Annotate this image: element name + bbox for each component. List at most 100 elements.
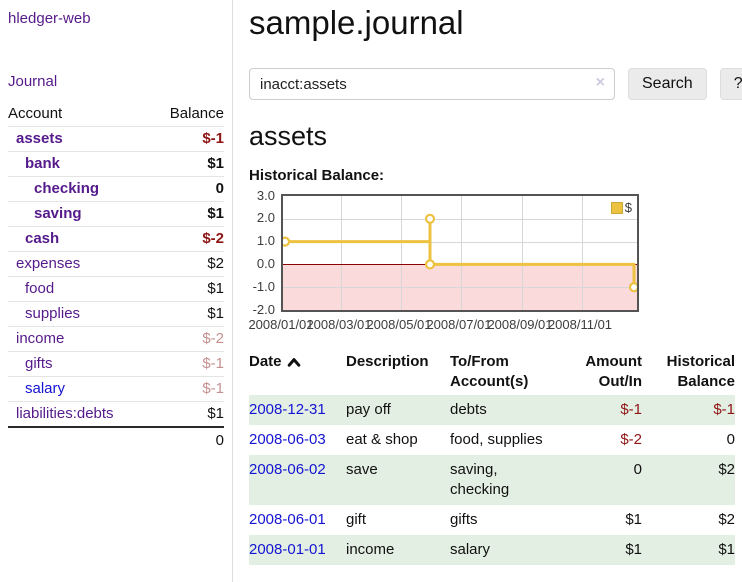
account-row-food: food $1 (8, 276, 224, 302)
account-balance: 0 (150, 176, 224, 202)
account-link-expenses[interactable]: expenses (16, 255, 81, 272)
account-link-gifts[interactable]: gifts (25, 355, 53, 372)
x-tick-label: 2008/09/01 (487, 317, 553, 332)
transaction-balance: $2 (718, 511, 735, 528)
account-balance: $-2 (150, 226, 224, 252)
col-accounts: To/From Account(s) (450, 353, 529, 390)
account-link-cash[interactable]: cash (25, 230, 60, 247)
accounts-col-balance: Balance (169, 105, 224, 122)
transaction-accounts: gifts (450, 511, 478, 528)
y-tick-label: 2.0 (256, 210, 275, 225)
account-heading: assets (249, 121, 328, 151)
gridline-v (522, 196, 523, 310)
transaction-amount: 0 (633, 461, 642, 478)
transaction-row: 2008-01-01 income salary $1 $1 (249, 535, 735, 565)
app-title-link[interactable]: hledger-web (8, 10, 91, 27)
account-row-cash: cash $-2 (8, 226, 224, 252)
search-form: × Search ? (249, 68, 742, 100)
account-link-salary[interactable]: salary (25, 380, 66, 397)
y-tick-label: -1.0 (252, 279, 275, 294)
search-input[interactable] (249, 68, 615, 100)
col-date[interactable]: Date (249, 348, 346, 395)
account-row-income: income $-2 (8, 326, 224, 352)
x-tick-label: 2008/11/01 (547, 317, 613, 332)
gridline-h (283, 219, 637, 220)
transaction-amount: $-2 (620, 431, 642, 448)
account-row-checking: checking 0 (8, 176, 224, 202)
transaction-description: gift (346, 511, 367, 528)
search-button[interactable]: Search (628, 68, 707, 100)
account-balance: $1 (150, 151, 224, 177)
y-tick-label: 0.0 (256, 256, 275, 271)
transaction-balance: $1 (718, 541, 735, 558)
chart-plot-area: $ (281, 194, 639, 312)
account-balance: $1 (150, 276, 224, 302)
transaction-balance: $-1 (713, 401, 735, 418)
transaction-accounts: food, supplies (450, 431, 543, 448)
chart-title: Historical Balance: (249, 167, 385, 184)
x-tick-label: 2008/03/01 (306, 317, 372, 332)
clear-search-icon[interactable]: × (595, 74, 605, 91)
gridline-v (461, 196, 462, 310)
transaction-row: 2008-06-01 gift gifts $1 $2 (249, 505, 735, 535)
account-link-liabilities-debts[interactable]: liabilities:debts (16, 405, 114, 422)
transaction-description: save (346, 461, 378, 478)
page-title: sample.journal (249, 4, 464, 41)
accounts-total-balance: 0 (150, 426, 224, 454)
col-amount: Amount Out/In (585, 353, 642, 390)
data-point-marker (424, 259, 436, 270)
balance-series-line (283, 213, 637, 293)
y-tick-label: 1.0 (256, 233, 275, 248)
gridline-v (401, 196, 402, 310)
account-link-food[interactable]: food (25, 280, 55, 297)
transaction-accounts: saving, checking (450, 461, 510, 498)
chart-legend: $ (608, 199, 634, 216)
transaction-row: 2008-06-03 eat & shop food, supplies $-2… (249, 425, 735, 455)
register-table: Date Description To/From Account(s) Amou… (249, 348, 735, 565)
legend-swatch-icon (610, 201, 623, 214)
account-balance: $-1 (150, 351, 224, 377)
account-link-checking[interactable]: checking (34, 180, 100, 197)
transaction-accounts: debts (450, 401, 487, 418)
transaction-date-link[interactable]: 2008-01-01 (249, 541, 326, 558)
transaction-row: 2008-06-02 save saving, checking 0 $2 (249, 455, 735, 505)
account-balance: $1 (150, 401, 224, 427)
account-link-supplies[interactable]: supplies (25, 305, 81, 322)
transaction-row: 2008-12-31 pay off debts $-1 $-1 (249, 395, 735, 425)
x-tick-label: 2008/05/01 (366, 317, 432, 332)
transaction-description: eat & shop (346, 431, 418, 448)
historical-balance-chart: 3.0 2.0 1.0 0.0 -1.0 -2.0 (248, 188, 643, 334)
transaction-date-link[interactable]: 2008-06-01 (249, 511, 326, 528)
search-box: × (249, 68, 615, 100)
account-balance: $-1 (150, 376, 224, 402)
data-point-marker (424, 213, 436, 224)
main-content: sample.journal × Search ? assets Histori… (233, 0, 742, 582)
accounts-table: Account Balance assets $-1 bank $1 check… (8, 100, 224, 454)
account-link-saving[interactable]: saving (34, 205, 82, 222)
account-balance: $1 (150, 301, 224, 327)
transaction-date-link[interactable]: 2008-12-31 (249, 401, 326, 418)
account-row-expenses: expenses $2 (8, 251, 224, 277)
transaction-amount: $1 (625, 541, 642, 558)
account-link-assets[interactable]: assets (16, 130, 63, 147)
gridline-v (582, 196, 583, 310)
accounts-total-row: 0 (8, 426, 224, 454)
sort-asc-icon (287, 358, 300, 367)
account-row-assets: assets $-1 (8, 126, 224, 152)
y-tick-label: 3.0 (256, 188, 275, 203)
account-row-bank: bank $1 (8, 151, 224, 177)
transaction-accounts: salary (450, 541, 491, 558)
account-link-income[interactable]: income (16, 330, 65, 347)
gridline-h (283, 287, 637, 288)
gridline-v (341, 196, 342, 310)
transaction-date-link[interactable]: 2008-06-03 (249, 431, 326, 448)
account-link-bank[interactable]: bank (25, 155, 61, 172)
sidebar-item-journal[interactable]: Journal (8, 73, 58, 90)
data-point-marker (283, 236, 291, 247)
col-date-label: Date (249, 353, 282, 370)
account-balance: $-1 (150, 126, 224, 152)
transaction-date-link[interactable]: 2008-06-02 (249, 461, 326, 478)
transaction-description: income (346, 541, 395, 558)
help-button[interactable]: ? (719, 68, 742, 100)
